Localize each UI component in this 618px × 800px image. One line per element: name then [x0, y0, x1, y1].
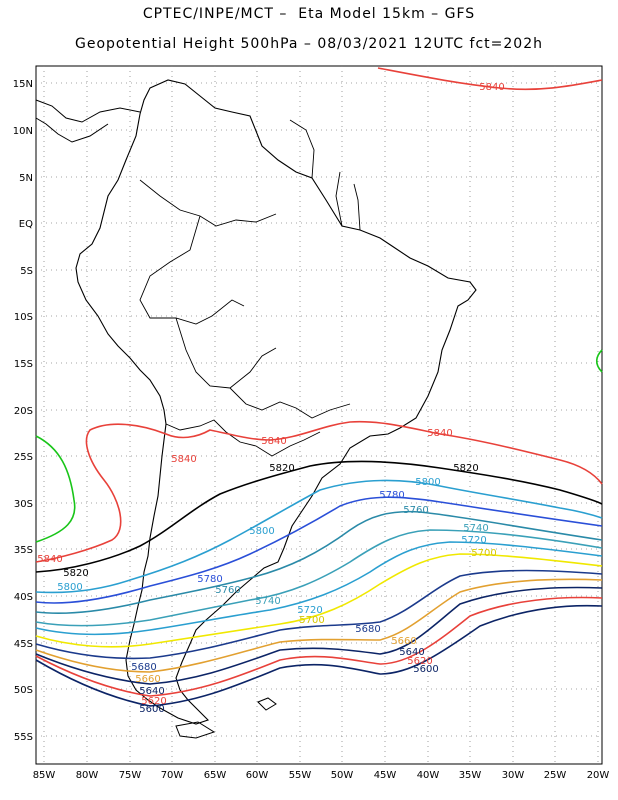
- contour-label-5800: 5800: [57, 582, 82, 593]
- lat-tick-label: 40S: [14, 592, 33, 603]
- contour-label-5760: 5760: [403, 505, 428, 516]
- contour-5860-east: [595, 349, 603, 373]
- falkland-islands: [257, 697, 277, 711]
- contour-5840: [35, 420, 603, 563]
- contour-label-5700: 5700: [299, 615, 324, 626]
- contour-label-5620: 5620: [141, 696, 166, 707]
- contour-label-5600: 5600: [139, 704, 164, 715]
- lat-tick-label: 5S: [20, 266, 33, 277]
- contour-5820: [35, 460, 603, 573]
- lat-tick-label: 45S: [14, 639, 33, 650]
- lat-tick-label: 35S: [14, 545, 33, 556]
- contour-5740: [35, 529, 603, 627]
- contour-label-5740: 5740: [255, 596, 280, 607]
- lat-tick-label: 5N: [19, 173, 33, 184]
- contour-5640: [35, 586, 603, 685]
- contour-label-5680: 5680: [355, 624, 380, 635]
- contour-label-5720: 5720: [297, 605, 322, 616]
- contour-5720: [35, 541, 603, 636]
- contour-label-5660: 5660: [391, 636, 416, 647]
- contour-label-5700: 5700: [471, 548, 496, 559]
- contour-5700: [35, 553, 603, 648]
- lon-tick-label: 30W: [502, 770, 525, 781]
- contour-label-5820: 5820: [63, 568, 88, 579]
- contour-label-5780: 5780: [197, 574, 222, 585]
- lon-tick-label: 40W: [417, 770, 440, 781]
- lon-tick-label: 60W: [246, 770, 269, 781]
- contour-label-5600: 5600: [413, 664, 438, 675]
- contour-5600: [35, 604, 603, 707]
- country-borders: [139, 119, 361, 457]
- lon-tick-label: 20W: [587, 770, 610, 781]
- contour-label-5820: 5820: [269, 463, 294, 474]
- contour-label-5780: 5780: [379, 490, 404, 501]
- contour-label-5640: 5640: [139, 686, 164, 697]
- contour-label-5740: 5740: [463, 523, 488, 534]
- lon-tick-label: 25W: [544, 770, 567, 781]
- lon-tick-label: 80W: [76, 770, 99, 781]
- lat-tick-label: 30S: [14, 499, 33, 510]
- lat-tick-label: 15N: [13, 79, 33, 90]
- contour-label-5840: 5840: [171, 454, 196, 465]
- south-america-coastline: [75, 79, 477, 725]
- contour-5840-north: [377, 67, 603, 91]
- contour-label-5800: 5800: [249, 526, 274, 537]
- lon-tick-label: 45W: [374, 770, 397, 781]
- lon-tick-label: 35W: [459, 770, 482, 781]
- lat-tick-label: EQ: [19, 219, 33, 230]
- lat-tick-label: 10N: [13, 126, 33, 137]
- chart-title-line-1: CPTEC/INPE/MCT – Eta Model 15km – GFS: [142, 6, 476, 22]
- lon-tick-label: 70W: [161, 770, 184, 781]
- contour-5800: [35, 479, 603, 594]
- contour-5860: [35, 435, 76, 543]
- contour-5620: [35, 596, 603, 697]
- central-america-coastline: [35, 99, 141, 143]
- contour-label-5820: 5820: [453, 463, 478, 474]
- lat-tick-label: 15S: [14, 359, 33, 370]
- contour-label-5840: 5840: [37, 554, 62, 565]
- contour-label-5840: 5840: [261, 436, 286, 447]
- lon-tick-label: 65W: [204, 770, 227, 781]
- lon-tick-label: 50W: [331, 770, 354, 781]
- lon-tick-label: 55W: [289, 770, 312, 781]
- lat-tick-label: 20S: [14, 406, 33, 417]
- map-frame: [35, 65, 603, 765]
- longitude-tick-labels: 85W 80W 75W 70W 65W 60W 55W 50W 45W 40W 35W 30W 25W 2…: [33, 770, 610, 781]
- contour-label-5720: 5720: [461, 535, 486, 546]
- contour-5660: [35, 578, 603, 673]
- latitude-tick-labels: 15N 10N 5N EQ 5S 10S 15S 20S 25S 30S 35S 40S 45S 50S 5…: [13, 79, 33, 743]
- contour-label-5660: 5660: [135, 674, 160, 685]
- lon-tick-label: 85W: [33, 770, 56, 781]
- contour-5760: [35, 510, 603, 615]
- contour-label-5680: 5680: [131, 662, 156, 673]
- lon-tick-label: 75W: [119, 770, 142, 781]
- lat-tick-label: 25S: [14, 452, 33, 463]
- lat-tick-label: 50S: [14, 685, 33, 696]
- lat-tick-label: 10S: [14, 312, 33, 323]
- contour-label-5640: 5640: [399, 647, 424, 658]
- contour-label-5620: 5620: [407, 656, 432, 667]
- contour-label-5760: 5760: [215, 585, 240, 596]
- chart-title-line-2: Geopotential Height 500hPa – 08/03/2021 …: [75, 36, 543, 52]
- contour-5680: [35, 569, 603, 660]
- lat-tick-label: 55S: [14, 732, 33, 743]
- contour-label-5840: 5840: [479, 82, 504, 93]
- contour-5780: [35, 496, 603, 604]
- contour-label-5840: 5840: [427, 428, 452, 439]
- contour-label-5800: 5800: [415, 477, 440, 488]
- tierra-del-fuego: [175, 721, 216, 739]
